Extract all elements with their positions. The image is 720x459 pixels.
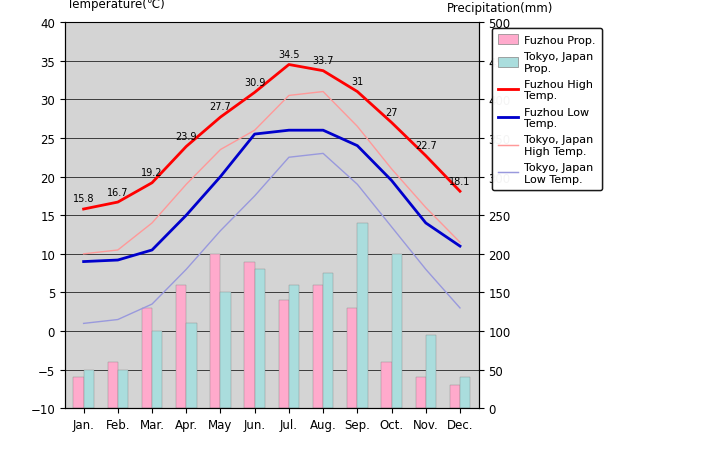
Text: 23.9: 23.9 [176, 132, 197, 141]
Text: 30.9: 30.9 [244, 78, 266, 88]
Text: 18.1: 18.1 [449, 176, 471, 186]
Text: 34.5: 34.5 [278, 50, 300, 60]
Bar [279, 301, 289, 409]
Bar [142, 308, 152, 409]
Bar [152, 331, 162, 409]
Text: Temperature(℃): Temperature(℃) [66, 0, 164, 11]
Bar [210, 254, 220, 409]
Bar [255, 270, 265, 409]
Bar [313, 285, 323, 409]
Bar [323, 274, 333, 409]
Text: 16.7: 16.7 [107, 187, 129, 197]
Text: Precipitation(mm): Precipitation(mm) [447, 2, 553, 15]
Text: 27.7: 27.7 [210, 102, 231, 112]
Bar [382, 362, 392, 409]
Bar [186, 324, 197, 409]
Bar [244, 262, 255, 409]
Legend: Fuzhou Prop., Tokyo, Japan
Prop., Fuzhou High
Temp., Fuzhou Low
Temp., Tokyo, Ja: Fuzhou Prop., Tokyo, Japan Prop., Fuzhou… [492, 28, 602, 191]
Text: 22.7: 22.7 [415, 141, 436, 151]
Text: 27: 27 [385, 108, 398, 118]
Bar [460, 378, 470, 409]
Text: 19.2: 19.2 [141, 168, 163, 178]
Text: 31: 31 [351, 77, 364, 87]
Text: 15.8: 15.8 [73, 194, 94, 204]
Bar [392, 254, 402, 409]
Bar [118, 370, 128, 409]
Bar [415, 378, 426, 409]
Bar [84, 370, 94, 409]
Bar [357, 224, 368, 409]
Bar [347, 308, 357, 409]
Bar [289, 285, 300, 409]
Bar [450, 386, 460, 409]
Bar [176, 285, 186, 409]
Text: 33.7: 33.7 [312, 56, 334, 66]
Bar [107, 362, 118, 409]
Bar [426, 335, 436, 409]
Bar [73, 378, 84, 409]
Bar [220, 293, 230, 409]
